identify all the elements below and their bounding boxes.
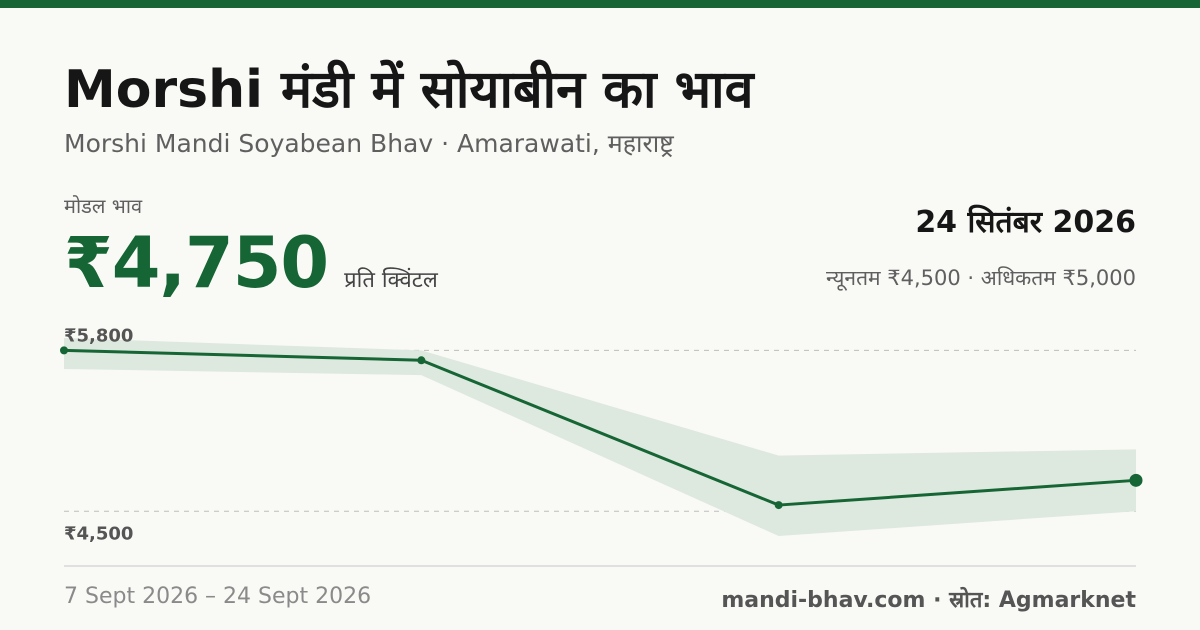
y-tick-label-0: ₹5,800 bbox=[64, 325, 133, 346]
report-date: 24 सितंबर 2026 bbox=[915, 205, 1136, 240]
page-subtitle: Morshi Mandi Soyabean Bhav · Amarawati, … bbox=[64, 129, 674, 158]
top-accent-bar bbox=[0, 0, 1200, 8]
price-range: न्यूनतम ₹4,500 · अधिकतम ₹5,000 bbox=[826, 266, 1136, 290]
price-value: ₹4,750 bbox=[64, 222, 329, 304]
data-point-3 bbox=[1129, 473, 1143, 487]
chart-tick-labels: ₹5,800 ₹4,500 bbox=[64, 325, 133, 544]
chart-points bbox=[60, 346, 1143, 510]
data-point-1 bbox=[417, 356, 426, 365]
footer-source: mandi-bhav.com · स्रोत: Agmarknet bbox=[721, 588, 1136, 613]
price-unit: प्रति क्विंटल bbox=[344, 268, 438, 293]
page-title: Morshi मंडी में सोयाबीन का भाव bbox=[64, 60, 754, 120]
data-point-0 bbox=[60, 346, 68, 355]
price-row: ₹4,750 प्रति क्विंटल bbox=[64, 222, 438, 304]
data-point-2 bbox=[774, 501, 783, 510]
price-label: मोडल भाव bbox=[64, 194, 143, 218]
price-chart: ₹5,800 ₹4,500 bbox=[60, 325, 1143, 567]
chart-line bbox=[63, 348, 1137, 507]
chart-range-band bbox=[64, 338, 1136, 536]
y-tick-label-1: ₹4,500 bbox=[64, 523, 133, 544]
range-band-area bbox=[64, 338, 1136, 536]
series-line bbox=[63, 348, 1137, 507]
footer-date-range: 7 Sept 2026 – 24 Sept 2026 bbox=[64, 584, 372, 609]
